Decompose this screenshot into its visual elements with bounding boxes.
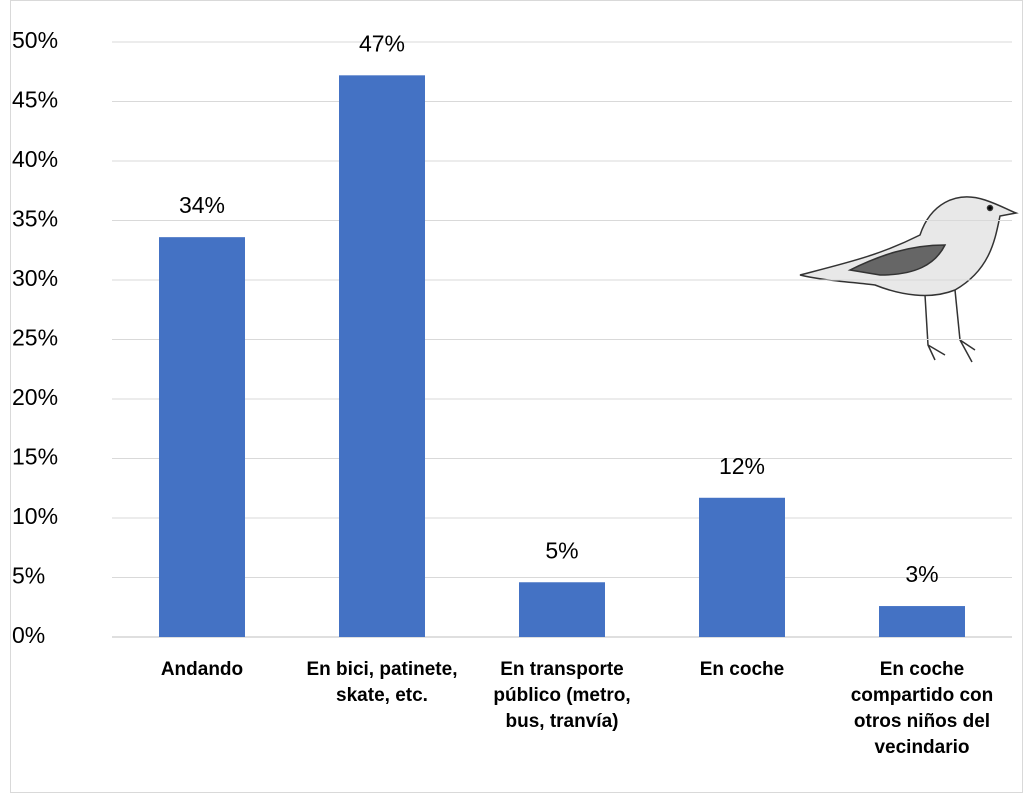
data-label: 5% [545,537,578,563]
data-label: 12% [719,453,765,479]
y-tick-label: 45% [12,87,58,113]
x-tick-label: En coche compartido con otros niños del … [850,659,994,758]
x-tick-label: En transporte público (metro, bus, tranv… [493,659,631,732]
y-tick-label: 20% [12,384,58,410]
data-label: 34% [179,192,225,218]
y-tick-label: 5% [12,563,45,589]
bar [519,582,605,637]
bar [159,237,245,637]
y-tick-label: 30% [12,265,58,291]
x-tick-label: En bici, patinete, skate, etc. [306,659,458,706]
x-tick-label: Andando [160,659,244,680]
y-tick-label: 40% [12,146,58,172]
data-label: 47% [359,30,405,56]
y-tick-label: 35% [12,206,58,232]
bird-illustration [799,196,1019,363]
y-tick-label: 50% [12,27,58,53]
y-tick-label: 0% [12,622,45,648]
y-tick-label: 25% [12,325,58,351]
y-tick-label: 15% [12,444,58,470]
bar [699,497,785,637]
data-label: 3% [905,561,938,587]
bar [339,75,425,637]
y-tick-label: 10% [12,503,58,529]
bar [879,606,965,637]
x-tick-label: En coche [699,659,785,680]
